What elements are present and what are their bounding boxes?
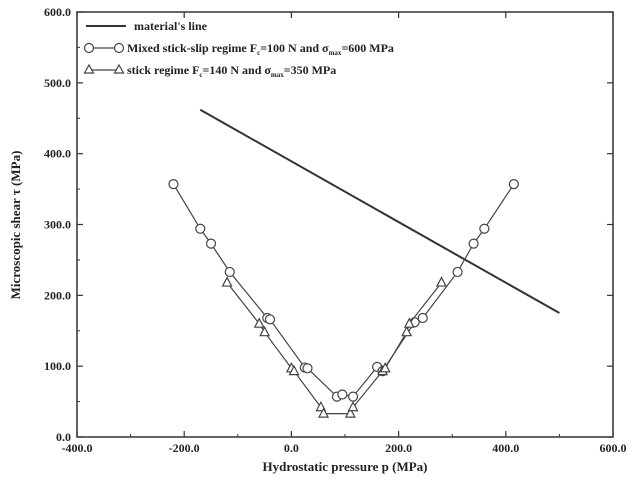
data-point-triangle: [288, 364, 300, 376]
data-point-triangle: [347, 400, 359, 412]
data-point-triangle: [401, 325, 413, 337]
data-point-triangle: [253, 317, 265, 328]
x-axis-title: Hydrostatic pressure p (MPa): [262, 459, 427, 474]
data-point-triangle: [403, 317, 415, 328]
y-tick-label: 600.0: [44, 5, 71, 19]
series-layer: [168, 108, 560, 418]
y-tick-label: 400.0: [44, 147, 71, 161]
x-tick-label: 0.0: [284, 441, 299, 455]
series-line-0: [199, 108, 560, 314]
data-point-circle: [168, 179, 179, 190]
data-point-triangle: [435, 276, 447, 287]
data-point-triangle: [379, 362, 391, 373]
legend-marker-circle-right: [113, 42, 125, 54]
x-tick-label: -400.0: [62, 441, 93, 455]
data-point-circle: [337, 389, 348, 400]
data-point-circle: [479, 223, 490, 234]
data-point-triangle: [221, 276, 233, 287]
legend-marker-circle-left: [83, 42, 95, 54]
data-point-circle: [302, 363, 313, 374]
legend-label-material: material's line: [134, 19, 208, 33]
data-point-circle: [452, 266, 463, 278]
legend-marker-triangle-right: [113, 63, 125, 74]
y-tick-label: 500.0: [44, 76, 71, 90]
data-point-triangle: [318, 407, 330, 418]
x-tick-label: -200.0: [169, 441, 200, 455]
data-point-triangle: [344, 407, 356, 418]
series-line-2: [226, 282, 442, 415]
data-point-circle: [508, 179, 519, 190]
data-point-circle: [205, 238, 217, 249]
data-point-circle: [264, 314, 276, 325]
y-tick-label: 300.0: [44, 218, 71, 232]
data-point-circle: [417, 312, 428, 324]
data-point-circle: [347, 391, 359, 402]
data-point-circle: [468, 238, 479, 249]
x-axis-ticks: -400.0 -200.0 0.0 200.0 400.0 600.0: [62, 12, 627, 455]
y-tick-label: 200.0: [44, 288, 71, 302]
data-point-circle: [224, 266, 235, 278]
y-axis-ticks: 0.0 100.0 200.0 300.0 400.0 500.0 600.0: [44, 5, 613, 444]
legend: material's line Mixed stick-slip regime …: [83, 19, 394, 79]
data-point-circle: [195, 223, 206, 234]
legend-label-mixed: Mixed stick-slip regime Fc=100 N and σma…: [127, 41, 394, 57]
x-tick-label: 200.0: [385, 441, 412, 455]
data-point-triangle: [259, 325, 271, 337]
y-axis-title: Microscopic shear τ (MPa): [8, 151, 23, 300]
x-tick-label: 600.0: [600, 441, 627, 455]
x-tick-label: 400.0: [492, 441, 519, 455]
y-tick-label: 0.0: [56, 430, 71, 444]
legend-label-stick: stick regime Fc=140 N and σmax=350 MPa: [127, 63, 336, 79]
legend-marker-triangle-left: [83, 63, 95, 74]
series-line-1: [172, 183, 515, 398]
y-tick-label: 100.0: [44, 359, 71, 373]
